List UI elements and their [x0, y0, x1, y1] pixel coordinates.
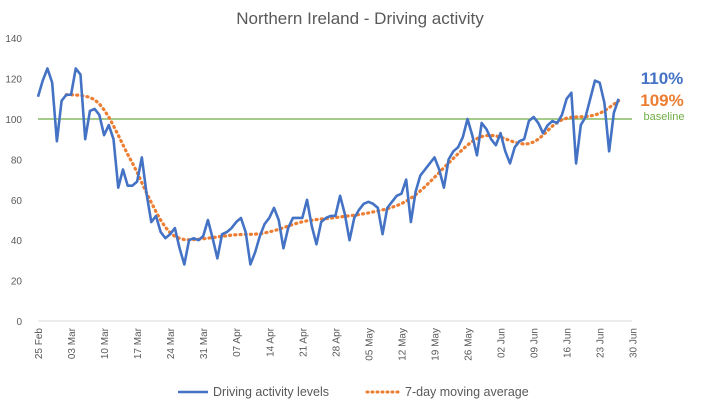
x-tick-label: 26 May	[464, 328, 475, 361]
x-tick-label: 17 Mar	[133, 327, 144, 359]
x-tick-label: 05 May	[364, 328, 375, 361]
y-tick-label: 80	[11, 155, 23, 166]
x-tick-label: 19 May	[430, 328, 441, 361]
y-tick-label: 140	[5, 34, 22, 45]
series-layer	[36, 67, 621, 266]
x-tick-label: 30 Jun	[629, 328, 640, 358]
legend-label-average: 7-day moving average	[405, 385, 529, 399]
x-tick-label: 07 Apr	[232, 327, 243, 357]
y-tick-label: 100	[5, 115, 22, 126]
x-axis: 25 Feb 03 Mar 10 Mar 17 Mar 24 Mar 31 Mar 07 A…	[34, 327, 640, 360]
x-tick-label: 31 Mar	[199, 327, 210, 359]
end-label-average: 109%	[640, 91, 683, 110]
x-tick-label: 02 Jun	[497, 328, 508, 358]
x-tick-label: 24 Mar	[166, 327, 177, 359]
x-tick-label: 10 Mar	[100, 327, 111, 359]
y-tick-label: 40	[11, 236, 23, 247]
chart-title: Northern Ireland - Driving activity	[236, 9, 484, 28]
x-tick-label: 12 May	[397, 328, 408, 361]
series-driving-activity-line	[36, 67, 620, 266]
x-tick-label: 23 Jun	[596, 328, 607, 358]
legend: Driving activity levels 7-day moving ave…	[178, 385, 529, 399]
x-tick-label: 28 Apr	[331, 327, 342, 357]
x-tick-label: 14 Apr	[265, 327, 276, 357]
x-tick-label: 21 Apr	[298, 327, 309, 357]
y-tick-label: 60	[11, 196, 23, 207]
series-moving-average-line	[64, 93, 621, 242]
x-tick-label: 16 Jun	[563, 328, 574, 358]
y-tick-label: 0	[16, 317, 22, 328]
y-tick-label: 120	[5, 75, 22, 86]
legend-label-driving: Driving activity levels	[213, 385, 329, 399]
y-tick-label: 20	[11, 277, 23, 288]
x-tick-label: 25 Feb	[34, 328, 45, 360]
y-axis: 0 20 40 60 80 100 120 140	[5, 34, 22, 328]
x-tick-label: 09 Jun	[530, 328, 541, 358]
end-label-driving: 110%	[641, 69, 684, 88]
baseline-label: baseline	[644, 111, 685, 123]
x-tick-label: 03 Mar	[67, 327, 78, 359]
